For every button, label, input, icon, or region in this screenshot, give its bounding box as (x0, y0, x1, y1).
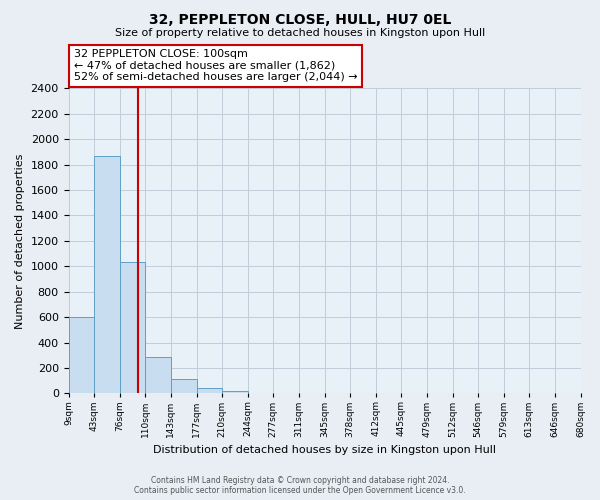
Text: Size of property relative to detached houses in Kingston upon Hull: Size of property relative to detached ho… (115, 28, 485, 38)
Bar (68, 317, 94, 394)
Bar (222, 391, 248, 394)
Text: Contains HM Land Registry data © Crown copyright and database right 2024.
Contai: Contains HM Land Registry data © Crown c… (134, 476, 466, 495)
Text: 32 PEPPLETON CLOSE: 100sqm
← 47% of detached houses are smaller (1,862)
52% of s: 32 PEPPLETON CLOSE: 100sqm ← 47% of deta… (74, 49, 357, 82)
X-axis label: Distribution of detached houses by size in Kingston upon Hull: Distribution of detached houses by size … (153, 445, 496, 455)
Y-axis label: Number of detached properties: Number of detached properties (15, 153, 25, 328)
Bar (171, 380, 197, 394)
Bar (94, 156, 120, 394)
Bar (197, 388, 222, 394)
Bar (248, 392, 274, 394)
Bar (145, 357, 171, 394)
Text: 32, PEPPLETON CLOSE, HULL, HU7 0EL: 32, PEPPLETON CLOSE, HULL, HU7 0EL (149, 12, 451, 26)
Bar (120, 262, 145, 394)
